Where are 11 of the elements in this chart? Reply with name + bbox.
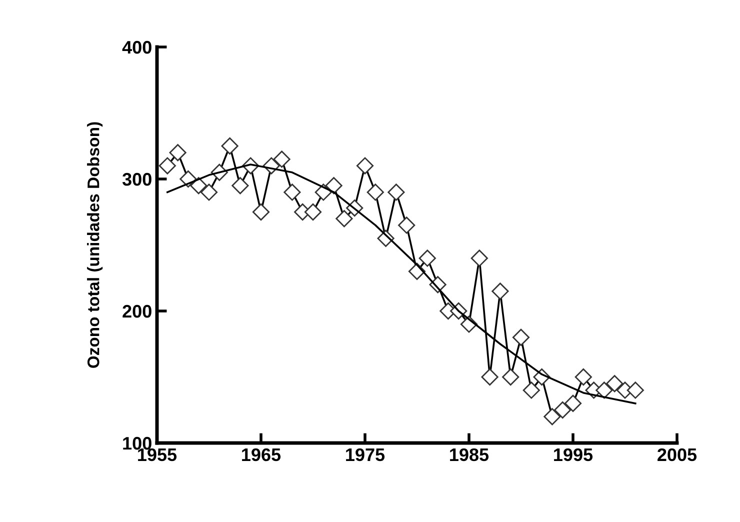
y-tick-label: 200 <box>122 304 152 318</box>
y-axis-title: Ozono total (unidades Dobson) <box>87 122 103 368</box>
y-tick-label: 400 <box>122 40 152 54</box>
x-tick-label: 1955 <box>138 448 177 462</box>
x-tick-label: 1975 <box>346 448 385 462</box>
x-tick-label: 1995 <box>554 448 593 462</box>
y-tick-label: 300 <box>122 172 152 186</box>
x-tick-label: 1965 <box>242 448 281 462</box>
y-tick-label: 100 <box>123 436 152 450</box>
x-tick-label: 2005 <box>658 448 697 462</box>
x-tick-label: 1985 <box>450 448 489 462</box>
